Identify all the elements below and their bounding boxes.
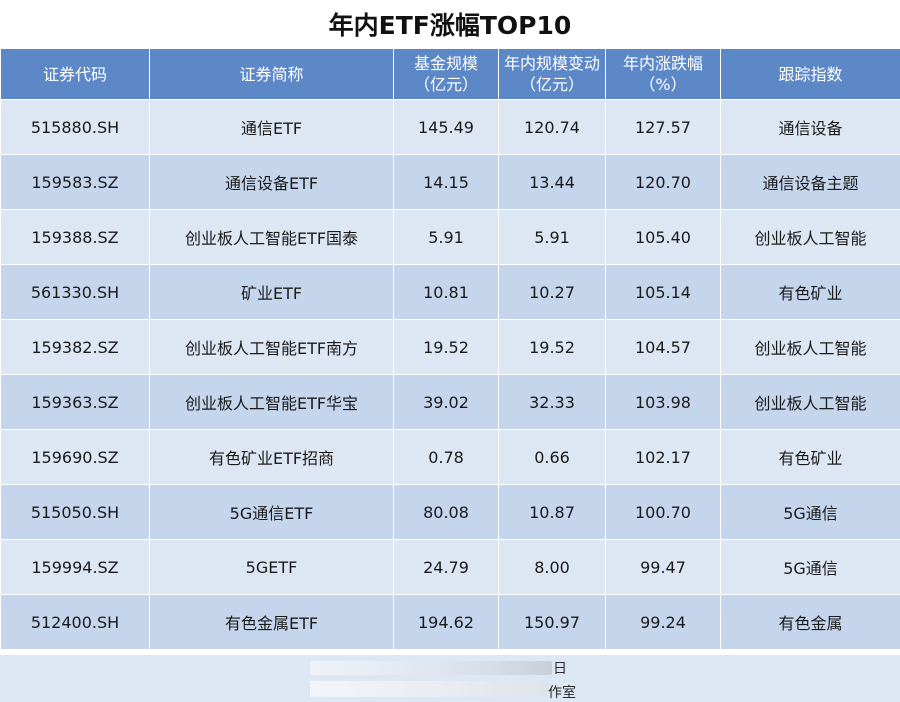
cell-index: 通信设备 — [720, 99, 900, 155]
table-row: 159363.SZ 创业板人工智能ETF华宝 39.02 32.33 103.9… — [0, 374, 900, 430]
cell-name: 创业板人工智能ETF南方 — [149, 319, 394, 375]
cell-change: 10.87 — [498, 484, 606, 540]
cell-name: 5GETF — [149, 539, 394, 595]
header-index-label: 跟踪指数 — [778, 64, 843, 84]
cell-name: 有色矿业ETF招商 — [149, 429, 394, 485]
table-row: 159388.SZ 创业板人工智能ETF国泰 5.91 5.91 105.40 … — [0, 209, 900, 265]
cell-index: 创业板人工智能 — [720, 319, 900, 375]
table-row: 159994.SZ 5GETF 24.79 8.00 99.47 5G通信 — [0, 539, 900, 595]
cell-size: 10.81 — [393, 264, 499, 320]
cell-change: 5.91 — [498, 209, 606, 265]
cell-name: 矿业ETF — [149, 264, 394, 320]
header-code-label: 证券代码 — [42, 64, 107, 84]
cell-name: 创业板人工智能ETF国泰 — [149, 209, 394, 265]
cell-index: 创业板人工智能 — [720, 374, 900, 430]
cell-size: 194.62 — [393, 594, 499, 650]
etf-table: 证券代码 证券简称 基金规模 （亿元） 年内规模变动 （亿元） 年内涨跌幅 （%… — [0, 48, 900, 650]
header-gain-line2: （%） — [639, 75, 687, 94]
cell-gain: 105.14 — [605, 264, 721, 320]
cell-name: 通信ETF — [149, 99, 394, 155]
cell-size: 14.15 — [393, 154, 499, 210]
cell-size: 145.49 — [393, 99, 499, 155]
table-title: 年内ETF涨幅TOP10 — [328, 11, 572, 40]
cell-code: 159690.SZ — [0, 429, 150, 485]
cell-code: 515880.SH — [0, 99, 150, 155]
cell-size: 24.79 — [393, 539, 499, 595]
header-name: 证券简称 — [149, 48, 394, 100]
cell-gain: 99.47 — [605, 539, 721, 595]
cell-size: 80.08 — [393, 484, 499, 540]
table-row: 159690.SZ 有色矿业ETF招商 0.78 0.66 102.17 有色矿… — [0, 429, 900, 485]
cell-size: 39.02 — [393, 374, 499, 430]
cell-code: 159994.SZ — [0, 539, 150, 595]
watermark-text-line2: 作室 — [548, 685, 576, 701]
cell-size: 5.91 — [393, 209, 499, 265]
table-body: 515880.SH 通信ETF 145.49 120.74 127.57 通信设… — [0, 99, 900, 650]
header-gain: 年内涨跌幅 （%） — [605, 48, 721, 100]
cell-gain: 102.17 — [605, 429, 721, 485]
cell-index: 5G通信 — [720, 484, 900, 540]
cell-code: 159382.SZ — [0, 319, 150, 375]
cell-index: 有色矿业 — [720, 429, 900, 485]
cell-index: 有色金属 — [720, 594, 900, 650]
table-row: 159382.SZ 创业板人工智能ETF南方 19.52 19.52 104.5… — [0, 319, 900, 375]
cell-index: 创业板人工智能 — [720, 209, 900, 265]
cell-gain: 100.70 — [605, 484, 721, 540]
cell-name: 有色金属ETF — [149, 594, 394, 650]
cell-index: 有色矿业 — [720, 264, 900, 320]
cell-gain: 105.40 — [605, 209, 721, 265]
cell-change: 10.27 — [498, 264, 606, 320]
watermark-blur-line2 — [310, 681, 548, 697]
header-code: 证券代码 — [0, 48, 150, 100]
cell-index: 通信设备主题 — [720, 154, 900, 210]
cell-name: 通信设备ETF — [149, 154, 394, 210]
cell-change: 120.74 — [498, 99, 606, 155]
table-row: 159583.SZ 通信设备ETF 14.15 13.44 120.70 通信设… — [0, 154, 900, 210]
watermark-blur-line1 — [310, 661, 552, 675]
cell-code: 159583.SZ — [0, 154, 150, 210]
table-row: 515880.SH 通信ETF 145.49 120.74 127.57 通信设… — [0, 99, 900, 155]
cell-gain: 120.70 — [605, 154, 721, 210]
header-name-label: 证券简称 — [239, 64, 304, 84]
cell-change: 13.44 — [498, 154, 606, 210]
cell-code: 159388.SZ — [0, 209, 150, 265]
cell-code: 561330.SH — [0, 264, 150, 320]
cell-code: 515050.SH — [0, 484, 150, 540]
table-header: 证券代码 证券简称 基金规模 （亿元） 年内规模变动 （亿元） 年内涨跌幅 （%… — [0, 48, 900, 100]
cell-change: 32.33 — [498, 374, 606, 430]
header-change: 年内规模变动 （亿元） — [498, 48, 606, 100]
etf-table-container: 证券代码 证券简称 基金规模 （亿元） 年内规模变动 （亿元） 年内涨跌幅 （%… — [0, 48, 900, 650]
header-change-line2: （亿元） — [519, 75, 584, 94]
cell-size: 0.78 — [393, 429, 499, 485]
table-row: 561330.SH 矿业ETF 10.81 10.27 105.14 有色矿业 — [0, 264, 900, 320]
cell-gain: 99.24 — [605, 594, 721, 650]
title-bar: 年内ETF涨幅TOP10 — [0, 0, 900, 48]
cell-name: 5G通信ETF — [149, 484, 394, 540]
watermark-text-line1: 日 — [553, 661, 567, 677]
cell-gain: 127.57 — [605, 99, 721, 155]
cell-change: 19.52 — [498, 319, 606, 375]
cell-index: 5G通信 — [720, 539, 900, 595]
header-change-line1: 年内规模变动 — [503, 54, 600, 73]
cell-code: 159363.SZ — [0, 374, 150, 430]
header-size-line1: 基金规模 — [413, 54, 478, 73]
header-size: 基金规模 （亿元） — [393, 48, 499, 100]
cell-change: 150.97 — [498, 594, 606, 650]
header-size-line2: （亿元） — [413, 75, 478, 94]
cell-gain: 104.57 — [605, 319, 721, 375]
table-row: 512400.SH 有色金属ETF 194.62 150.97 99.24 有色… — [0, 594, 900, 650]
cell-name: 创业板人工智能ETF华宝 — [149, 374, 394, 430]
header-index: 跟踪指数 — [720, 48, 900, 100]
header-gain-line1: 年内涨跌幅 — [622, 54, 703, 73]
cell-gain: 103.98 — [605, 374, 721, 430]
table-row: 515050.SH 5G通信ETF 80.08 10.87 100.70 5G通… — [0, 484, 900, 540]
header-row: 证券代码 证券简称 基金规模 （亿元） 年内规模变动 （亿元） 年内涨跌幅 （%… — [0, 48, 900, 100]
cell-code: 512400.SH — [0, 594, 150, 650]
cell-change: 0.66 — [498, 429, 606, 485]
cell-size: 19.52 — [393, 319, 499, 375]
cell-change: 8.00 — [498, 539, 606, 595]
